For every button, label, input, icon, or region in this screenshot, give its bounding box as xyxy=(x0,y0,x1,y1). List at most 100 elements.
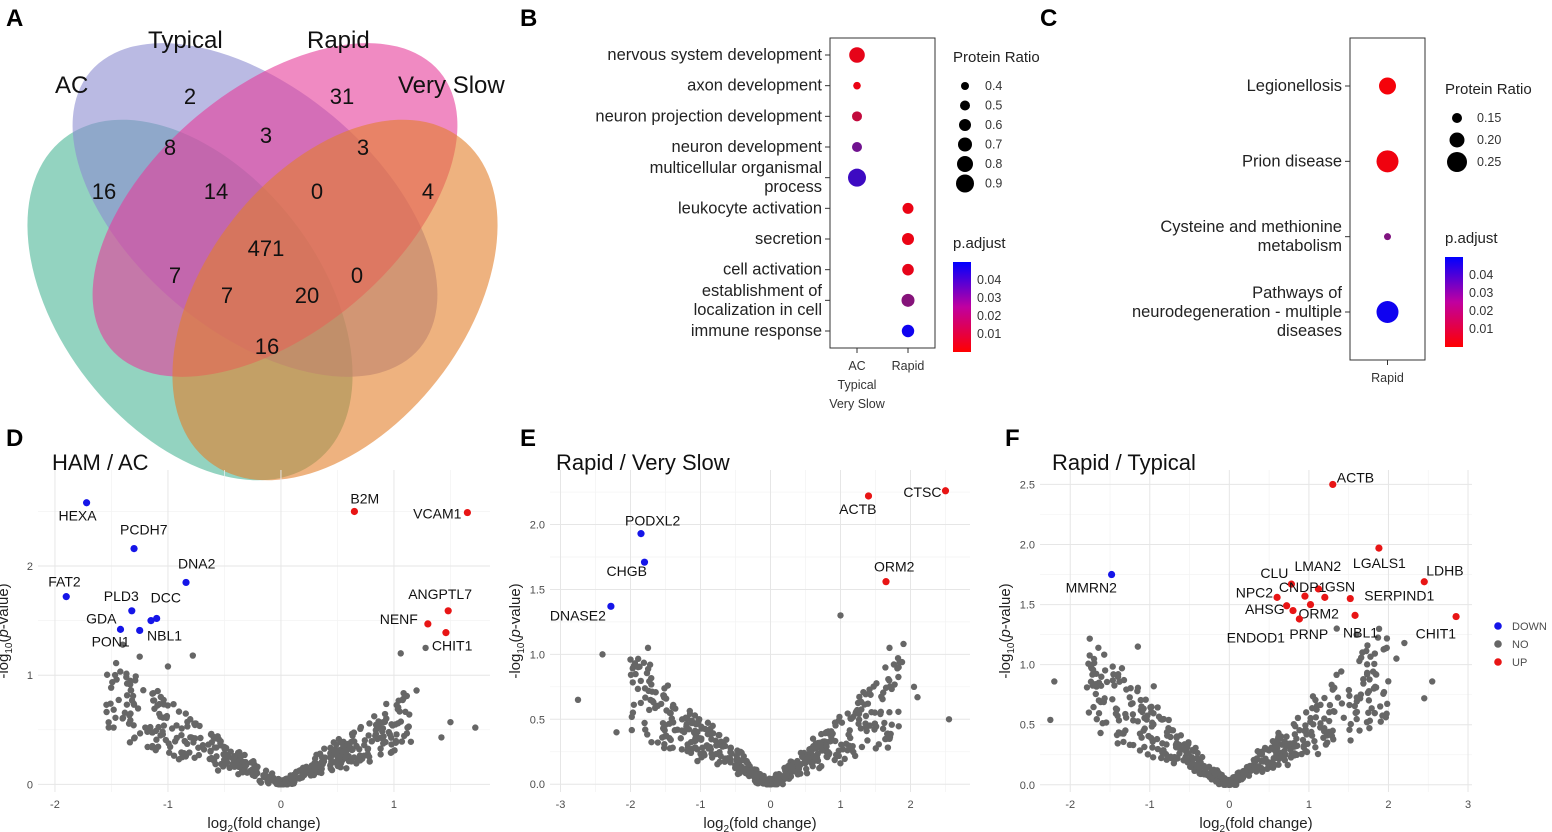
panel-f-point-no xyxy=(1313,706,1320,713)
panel-d-point-no xyxy=(107,684,115,691)
panel-f-point-no xyxy=(1160,715,1167,723)
panel-e-point-no xyxy=(886,709,893,716)
panel-f-point-no xyxy=(1097,729,1104,737)
panel-f-gene-label-gsn: GSN xyxy=(1325,578,1355,594)
panel-d-point-no xyxy=(130,701,138,708)
panel-f-point-no xyxy=(1384,700,1391,708)
panel-b-dot-neuron-projection-development xyxy=(852,111,862,122)
panel-f-point-no xyxy=(1312,744,1319,751)
panel-f-point-no xyxy=(1401,639,1408,647)
panel-e-point-no xyxy=(716,731,723,739)
panel-f-point-no xyxy=(1314,750,1322,758)
panel-e-point-no xyxy=(782,771,790,778)
panel-f-point-no xyxy=(1234,773,1241,780)
panel-e-point-no xyxy=(648,681,655,688)
panel-d-point-no xyxy=(282,778,289,785)
panel-e-point-no xyxy=(687,749,695,757)
panel-d-point-no xyxy=(220,756,228,764)
panel-e-point-no xyxy=(881,719,888,727)
panel-f-point-no xyxy=(1134,687,1141,695)
panel-d-point-no xyxy=(184,718,191,726)
panel-e-point-up-ctsc xyxy=(941,487,950,495)
panel-d-point-no xyxy=(334,762,341,770)
panel-f-gene-label-ldhb: LDHB xyxy=(1426,563,1463,579)
panel-e-y-tick-label: 1.0 xyxy=(530,649,545,661)
panel-letter-f: F xyxy=(1005,425,1020,452)
panel-f-point-no xyxy=(1317,701,1324,709)
panel-e-x-tick-label: 2 xyxy=(907,799,913,811)
panel-f-point-no xyxy=(1379,712,1386,719)
panel-f-point-up-cndp1 xyxy=(1301,592,1309,600)
panel-d-point-no xyxy=(422,644,429,652)
panel-e-y-tick-label: 0.5 xyxy=(530,714,545,726)
panel-d-point-no xyxy=(229,755,237,762)
panel-f-point-no xyxy=(1377,703,1384,710)
panel-f-point-no xyxy=(1277,754,1285,761)
panel-e-point-no xyxy=(818,763,825,770)
panel-d-point-no xyxy=(164,663,172,670)
panel-d-point-no xyxy=(152,727,160,735)
panel-f-point-no xyxy=(1090,655,1098,663)
panel-f-point-no xyxy=(1111,682,1118,689)
panel-d-point-no xyxy=(349,732,356,739)
panel-f-point-no xyxy=(1312,714,1320,721)
panel-e-point-no xyxy=(634,655,642,663)
panel-e-point-no xyxy=(895,723,902,730)
panel-f-point-no xyxy=(1196,765,1203,772)
panel-e-point-no xyxy=(914,694,921,701)
panel-e-point-no xyxy=(650,699,657,706)
panel-d-point-no xyxy=(162,736,170,744)
panel-d-point-no xyxy=(140,687,147,694)
panel-e-point-no xyxy=(613,729,620,736)
panel-f-point-no xyxy=(1047,716,1054,724)
panel-d-point-up-chit1 xyxy=(442,629,450,637)
panel-d-point-no xyxy=(400,689,407,697)
panel-e-point-no xyxy=(813,754,821,762)
panel-d-point-no xyxy=(366,720,373,727)
panel-d-point-no xyxy=(357,757,364,764)
panel-d-point-down-dna2 xyxy=(182,578,190,587)
venn-count-all-four: 471 xyxy=(248,236,285,261)
panel-d-point-no xyxy=(184,723,191,730)
panel-f-gene-label-ahsg: AHSG xyxy=(1245,601,1285,617)
panel-d-y-axis-label: -log10(p-value) xyxy=(0,583,15,678)
panel-f-point-no xyxy=(1226,776,1234,784)
panel-f-point-no xyxy=(1328,732,1336,740)
panel-e-point-no xyxy=(831,719,839,726)
panel-f-x-tick-label: -2 xyxy=(1065,799,1075,811)
panel-d-x-tick-label: 1 xyxy=(391,799,397,811)
panel-f-point-no xyxy=(1165,724,1172,732)
panel-c-color-legend-bar xyxy=(1445,257,1463,347)
panel-c-dot-pathways-of-neurodegeneration-multiple-diseases xyxy=(1376,301,1399,323)
panel-f-point-no xyxy=(1380,688,1388,696)
panel-f-point-no xyxy=(1154,745,1162,753)
panel-f-point-no xyxy=(1302,747,1309,755)
panel-e-point-no xyxy=(666,735,673,742)
panel-d-gene-label-dna2: DNA2 xyxy=(178,555,216,571)
panel-f-legend-label-up: UP xyxy=(1512,657,1527,669)
panel-f-point-no xyxy=(1120,676,1128,684)
panel-d-point-no xyxy=(222,751,230,758)
panel-f-point-no xyxy=(1385,678,1392,685)
panel-c-size-legend-label: 0.15 xyxy=(1477,111,1501,125)
panel-e-point-no xyxy=(862,712,870,720)
panel-f-y-tick-label: 1.5 xyxy=(1020,600,1035,612)
panel-b-dot-nervous-system-development xyxy=(849,47,865,63)
panel-d-point-no xyxy=(127,717,134,724)
panel-b-size-legend-dot xyxy=(957,156,973,172)
panel-e-x-tick-label: 1 xyxy=(837,799,843,811)
panel-f-point-no xyxy=(1086,652,1093,659)
panel-e-point-no xyxy=(628,726,635,734)
panel-f-point-no xyxy=(1302,722,1309,729)
panel-f-point-no xyxy=(1119,730,1126,737)
panel-letter-e: E xyxy=(520,425,536,452)
panel-e-point-no xyxy=(841,755,848,763)
panel-d-point-no xyxy=(200,746,208,753)
panel-f-point-no xyxy=(1346,701,1353,709)
panel-f-gene-label-cndp1: CNDP1 xyxy=(1279,579,1327,595)
panel-d-point-no xyxy=(178,749,185,756)
panel-e-point-no xyxy=(858,743,866,751)
panel-d-point-no xyxy=(365,753,373,761)
panel-f-point-no xyxy=(1185,739,1192,746)
panel-e-point-no xyxy=(672,705,679,712)
